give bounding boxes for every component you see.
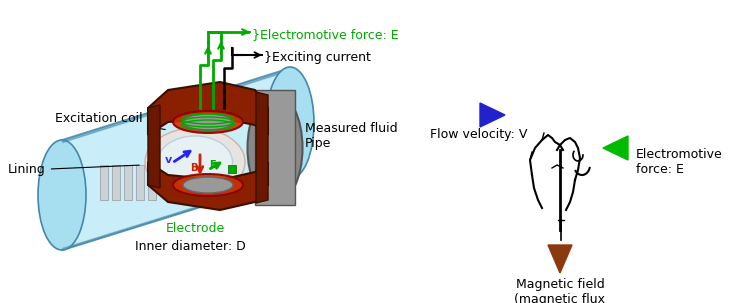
Text: v: v	[164, 155, 172, 165]
Polygon shape	[62, 68, 290, 250]
Polygon shape	[124, 165, 132, 200]
Text: Electrode: Electrode	[166, 222, 225, 235]
Ellipse shape	[158, 136, 232, 188]
Polygon shape	[255, 90, 295, 205]
Ellipse shape	[173, 174, 243, 196]
Polygon shape	[603, 136, 628, 160]
Ellipse shape	[183, 177, 233, 193]
Polygon shape	[100, 165, 108, 200]
Text: Magnetic field
(magnetic flux
dencity): B: Magnetic field (magnetic flux dencity): …	[515, 278, 605, 303]
Polygon shape	[112, 165, 120, 200]
Polygon shape	[148, 105, 160, 188]
Text: Measured fluid
Pipe: Measured fluid Pipe	[281, 122, 398, 150]
Polygon shape	[148, 165, 156, 200]
Text: }Exciting current: }Exciting current	[264, 51, 371, 64]
Text: Lining: Lining	[8, 164, 139, 177]
Text: Excitation coil: Excitation coil	[55, 112, 165, 129]
Ellipse shape	[145, 128, 245, 196]
Polygon shape	[148, 162, 268, 210]
Text: Inner diameter: D: Inner diameter: D	[134, 240, 245, 253]
Text: E: E	[209, 160, 215, 170]
Ellipse shape	[173, 111, 243, 133]
Text: Flow velocity: V: Flow velocity: V	[430, 128, 527, 141]
Polygon shape	[256, 92, 268, 203]
Text: B: B	[191, 163, 198, 173]
Text: Electromotive
force: E: Electromotive force: E	[636, 148, 723, 176]
Polygon shape	[148, 82, 268, 135]
Polygon shape	[136, 165, 144, 200]
Ellipse shape	[183, 114, 233, 130]
Polygon shape	[480, 103, 505, 127]
Bar	[228, 165, 236, 173]
Ellipse shape	[38, 140, 86, 250]
Polygon shape	[548, 245, 572, 273]
Ellipse shape	[247, 93, 302, 203]
Ellipse shape	[266, 67, 314, 179]
Text: }Electromotive force: E: }Electromotive force: E	[252, 28, 399, 41]
